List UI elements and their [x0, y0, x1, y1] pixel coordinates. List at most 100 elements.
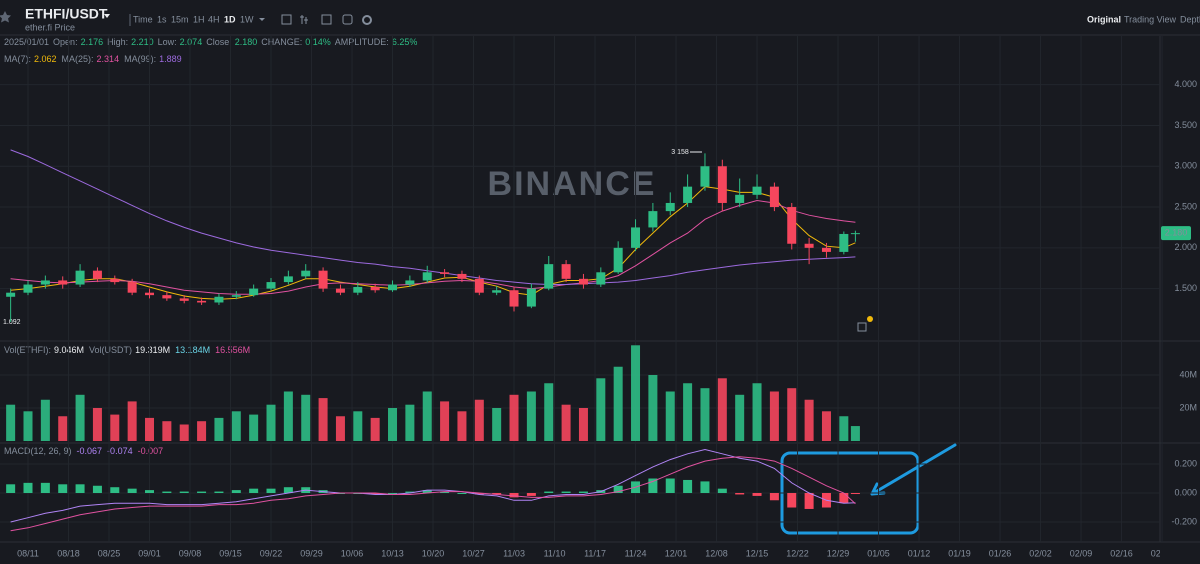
candle-body [179, 298, 189, 301]
x-tick-label: 02/16 [1110, 548, 1133, 558]
alert-icon[interactable] [857, 322, 867, 332]
x-tick-label: 09/29 [300, 548, 323, 558]
volume-bar [850, 426, 860, 441]
candle-body [92, 270, 102, 279]
macd-histogram [457, 493, 467, 495]
x-tick-label: 11/10 [544, 548, 566, 558]
ma-line [10, 199, 856, 295]
candle-body [492, 290, 502, 293]
x-tick-label: 10/06 [341, 548, 364, 558]
volume-bar [23, 411, 33, 441]
volume-bar [613, 366, 623, 441]
volume-bar [6, 404, 16, 441]
date-axis: 08/11 08/18 08/25 09/01 09/08 09/15 09/22 09/29… [17, 548, 1160, 558]
y-tick-label: -0.200 [1171, 516, 1197, 526]
macd-histogram [162, 491, 172, 494]
pair-dropdown[interactable] [104, 14, 110, 18]
view-tab[interactable]: Depth [1180, 14, 1200, 24]
candle-body [283, 276, 293, 283]
macd-histogram [405, 491, 415, 494]
macd-histogram [23, 482, 33, 494]
candle-body [752, 186, 762, 195]
x-tick-label: 01/12 [908, 548, 931, 558]
candle-body [422, 272, 432, 281]
candle-body [850, 233, 860, 235]
interval-active[interactable]: 1D [224, 14, 236, 24]
candle-body [405, 280, 415, 285]
macd-histogram [509, 493, 519, 498]
y-tick-label: 0.200 [1174, 458, 1197, 468]
macd-histogram [665, 478, 675, 494]
macd-histogram [283, 487, 293, 494]
volume-bar [457, 411, 467, 441]
x-tick-label: 02/02 [1029, 548, 1052, 558]
interval[interactable]: 1W [240, 14, 254, 24]
favorite-icon[interactable] [0, 11, 11, 23]
x-tick-label: 01/26 [989, 548, 1012, 558]
macd-histogram [58, 484, 68, 494]
volume-bar [561, 404, 571, 441]
macd-histogram [492, 493, 502, 495]
volume-bar [92, 407, 102, 441]
calendar-icon[interactable] [281, 14, 292, 25]
volume-bar [422, 391, 432, 441]
candle-body [75, 270, 85, 285]
candle-body [318, 270, 328, 289]
x-tick-label: 10/20 [422, 548, 445, 558]
volume-bar [839, 416, 849, 441]
candle-body [40, 280, 50, 285]
macd-histogram [683, 479, 693, 494]
macd-histogram [266, 488, 276, 494]
macd-histogram [544, 491, 554, 494]
layout-icon[interactable] [342, 14, 353, 25]
volume-bar [735, 394, 745, 441]
x-tick-label: 12/15 [746, 548, 769, 558]
y-tick-label: 1.500 [1174, 283, 1197, 293]
x-tick-label: 08/18 [57, 548, 80, 558]
macd-histogram [474, 493, 484, 495]
candle-body [509, 290, 519, 307]
interval[interactable]: 1s [157, 14, 167, 24]
interval-dropdown[interactable] [259, 18, 265, 21]
view-tab-active[interactable]: Original [1087, 14, 1121, 24]
interval[interactable]: 4H [208, 14, 220, 24]
interval[interactable]: 1H [193, 14, 205, 24]
candle-body [197, 300, 207, 303]
macd-histogram [370, 493, 380, 495]
macd-histogram [92, 485, 102, 494]
volume-bar [665, 391, 675, 441]
pair-title[interactable]: ETHFI/USDT [25, 6, 108, 22]
x-tick-label: 11/17 [584, 548, 606, 558]
volume-bar [787, 388, 797, 441]
volume-bar [301, 394, 311, 441]
macd-legend: MACD(12, 26, 9) -0.067 -0.074 -0.007 [4, 446, 163, 456]
ohlc-info: 2025/01/01 Open: 2.176 High: 2.210 Low: 2.074 C… [4, 37, 417, 47]
candle-body [301, 270, 311, 277]
candle-body [249, 288, 259, 296]
macd-histogram [752, 493, 762, 496]
candle-body [231, 295, 241, 297]
settings-icon[interactable] [362, 15, 372, 25]
candle-body [578, 278, 588, 285]
chart-type-icon[interactable] [300, 15, 308, 24]
pair-subtitle: ether.fi Price [25, 22, 75, 32]
macd-histogram [787, 493, 797, 508]
candle-body [23, 284, 33, 293]
candle-body [769, 186, 779, 208]
interval[interactable]: 15m [171, 14, 189, 24]
macd-histogram [561, 491, 571, 494]
candle-body [665, 202, 675, 212]
x-tick-label: 08/11 [17, 548, 39, 558]
macd-histogram [700, 481, 710, 494]
volume-bar [821, 411, 831, 441]
macd-histogram [335, 493, 345, 495]
indicator-icon[interactable] [321, 14, 332, 25]
candle-body [700, 166, 710, 187]
macd-histogram [6, 484, 16, 494]
interval[interactable]: Time [133, 14, 153, 24]
view-tab[interactable]: Trading View [1124, 14, 1177, 24]
last-price-label: 2.180 [1165, 228, 1188, 238]
volume-bar [40, 399, 50, 441]
candle-body [370, 286, 380, 291]
